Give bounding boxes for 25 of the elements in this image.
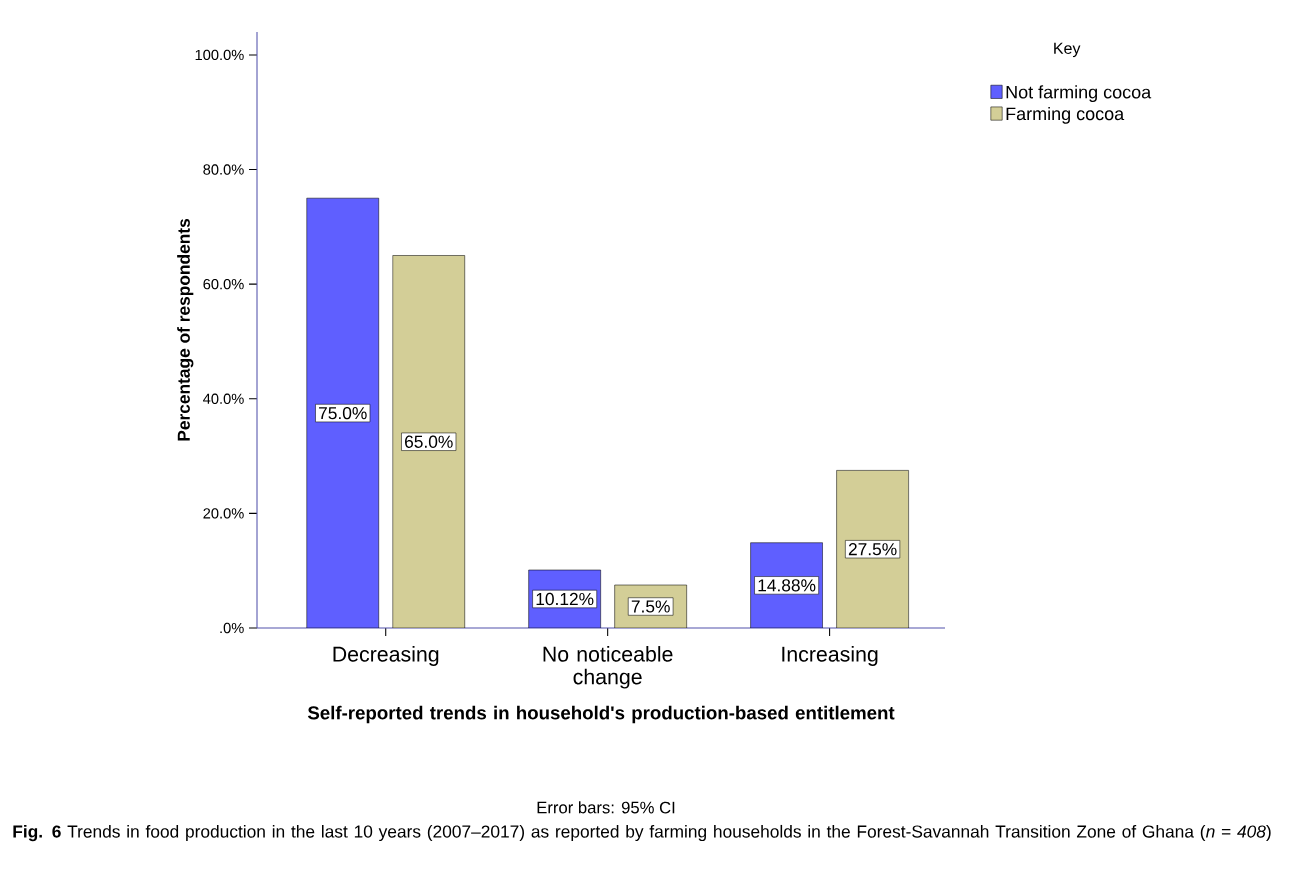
bar — [836, 470, 909, 628]
bar — [392, 255, 465, 628]
y-tick-label: 60.0% — [203, 278, 244, 290]
text: Error bars: 95% CI — [537, 801, 675, 814]
data-label: 14.88% — [758, 579, 816, 592]
bar — [306, 197, 379, 628]
x-tick-label: Increasing — [782, 646, 878, 666]
legend-label: Not farming cocoa — [1006, 85, 1152, 103]
y-axis-title: Percentage of respondents — [177, 218, 194, 441]
text: Fig. 6 Trends in food production in the last 10 years (2007–2017) as reported by farming households in the Forest-Savannah Transition Zone of Ghana (n = 408) — [13, 824, 1271, 842]
data-label: 7.5% — [631, 600, 670, 613]
y-tick-label: 20.0% — [203, 508, 244, 519]
x-axis-title: Self-reported trends in household's production-based entitlement — [307, 705, 895, 724]
y-tick-label: 40.0% — [203, 393, 244, 404]
legend-title: Key — [1054, 42, 1081, 58]
data-label: 75.0% — [319, 406, 367, 420]
y-tick-label: 80.0% — [203, 164, 244, 175]
y-tick-label: 100.0% — [195, 49, 244, 61]
data-label: 10.12% — [536, 592, 594, 606]
x-tick-label: Decreasing — [333, 646, 439, 666]
legend-label: Farming cocoa — [1006, 106, 1125, 124]
data-label: 27.5% — [848, 543, 897, 556]
data-label: 65.0% — [405, 435, 453, 448]
y-tick-label: .0% — [220, 622, 244, 634]
x-tick-label: No noticeable change — [543, 646, 673, 689]
